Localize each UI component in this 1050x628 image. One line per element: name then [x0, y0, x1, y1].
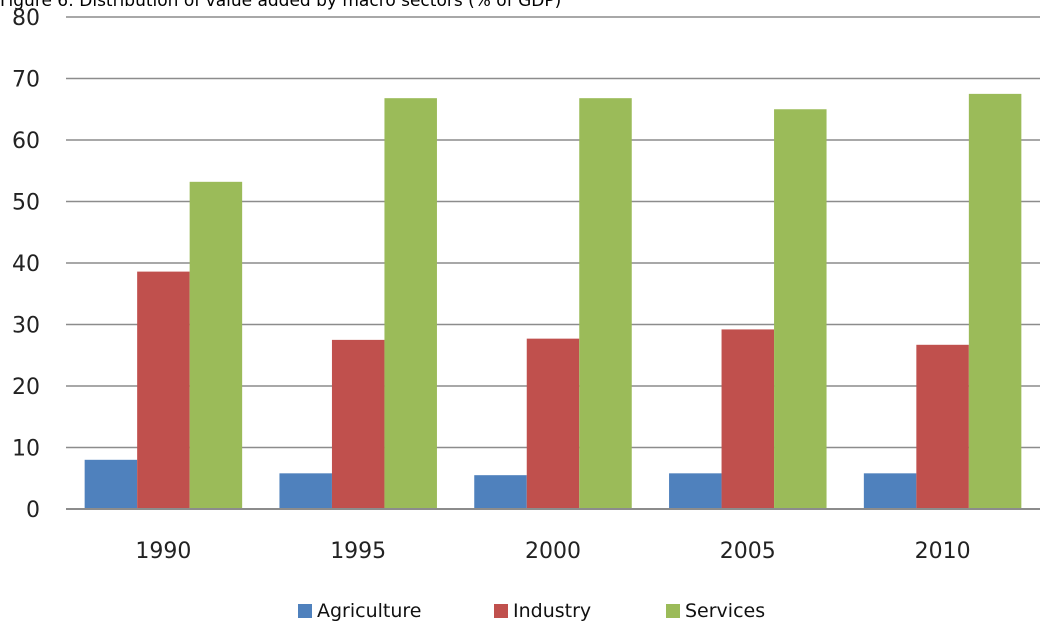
bars — [84, 93, 1022, 510]
bar-industry-2010 — [916, 344, 969, 509]
bar-agriculture-2005 — [669, 473, 722, 509]
legend: Agriculture Industry Services — [298, 600, 765, 622]
bar-industry-1995 — [331, 339, 385, 509]
y-tick-label: 10 — [12, 437, 40, 462]
bar-agriculture-2010 — [863, 473, 917, 509]
legend-swatch-services — [666, 604, 680, 618]
bar-services-1990 — [189, 181, 243, 509]
y-tick-label: 80 — [12, 6, 40, 31]
x-tick-label: 1995 — [330, 539, 386, 564]
x-tick-label: 2005 — [720, 539, 776, 564]
y-tick-label: 50 — [12, 191, 40, 216]
y-tick-label: 0 — [26, 498, 40, 523]
x-tick-label: 2010 — [915, 539, 971, 564]
bar-services-2010 — [968, 93, 1022, 509]
x-axis: 1990 1995 2000 2005 2010 — [66, 508, 1040, 564]
y-tick-label: 20 — [12, 375, 40, 400]
bar-services-2000 — [579, 98, 632, 510]
y-tick-label: 60 — [12, 129, 40, 154]
bar-agriculture-1990 — [84, 459, 138, 509]
legend-label-services: Services — [685, 600, 765, 622]
bar-services-2005 — [774, 109, 827, 509]
legend-label-agriculture: Agriculture — [317, 600, 422, 622]
y-tick-label: 40 — [12, 252, 40, 277]
bar-agriculture-2000 — [474, 475, 527, 509]
legend-label-industry: Industry — [513, 600, 591, 622]
bar-industry-2000 — [526, 338, 580, 509]
legend-swatch-agriculture — [298, 604, 312, 618]
bar-industry-2005 — [721, 329, 775, 509]
legend-swatch-industry — [494, 604, 508, 618]
y-tick-label: 30 — [12, 314, 40, 339]
x-tick-label: 2000 — [525, 539, 581, 564]
x-tick-label: 1990 — [135, 539, 191, 564]
chart-title: Figure 6: Distribution of value added by… — [0, 0, 562, 11]
y-tick-label: 70 — [12, 68, 40, 93]
bar-services-1995 — [384, 98, 437, 510]
bar-agriculture-1995 — [279, 473, 332, 509]
y-axis: 0 10 20 30 40 50 60 70 80 — [12, 6, 40, 523]
bar-industry-1990 — [137, 271, 190, 509]
